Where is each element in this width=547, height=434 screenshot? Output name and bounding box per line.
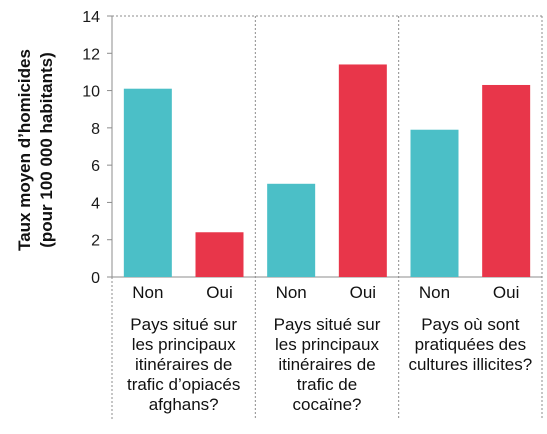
group-label-line: Pays où sont — [421, 315, 520, 334]
category-label: Non — [419, 283, 450, 302]
y-axis-label: Taux moyen d’homicides (pour 100 000 habi… — [15, 49, 56, 251]
group-label-line: trafic de — [297, 375, 357, 394]
y-tick-label: 0 — [91, 270, 100, 287]
category-label: Non — [132, 283, 163, 302]
y-axis-label-line: (pour 100 000 habitants) — [37, 52, 56, 248]
y-tick-label: 8 — [91, 121, 100, 138]
y-tick-label: 2 — [91, 233, 100, 250]
group-label-line: Pays situé sur — [130, 315, 237, 334]
group-label-line: trafic d’opiacés — [127, 375, 240, 394]
group-label-line: itinéraires de — [278, 355, 375, 374]
group-label-line: les principaux — [132, 335, 236, 354]
category-label: Oui — [206, 283, 232, 302]
bar-non — [410, 129, 459, 277]
y-axis-label-line: Taux moyen d’homicides — [15, 49, 34, 251]
group-label-line: cocaïne? — [293, 395, 362, 414]
group-label-line: Pays situé sur — [274, 315, 381, 334]
group-label-line: pratiquées des — [415, 335, 527, 354]
y-tick-label: 10 — [82, 84, 100, 101]
bar-oui — [195, 232, 244, 277]
bars — [123, 64, 531, 277]
group-label-line: afghans? — [149, 395, 219, 414]
y-tick-label: 6 — [91, 158, 100, 175]
y-tick-label: 12 — [82, 46, 100, 63]
bar-oui — [482, 84, 531, 277]
category-label: Non — [276, 283, 307, 302]
bar-non — [123, 88, 172, 277]
axes — [111, 15, 543, 419]
category-labels: Non Oui Non Oui Non Oui — [132, 283, 519, 302]
bar-oui — [338, 64, 387, 277]
group-label-line: itinéraires de — [135, 355, 232, 374]
bar-non — [267, 183, 316, 277]
y-tick-label: 14 — [82, 9, 100, 26]
group-label-line: les principaux — [275, 335, 379, 354]
y-axis-ticks: 0 2 4 6 8 10 12 14 — [82, 9, 112, 287]
category-label: Oui — [493, 283, 519, 302]
category-label: Oui — [350, 283, 376, 302]
group-label-line: cultures illicites? — [408, 355, 532, 374]
y-tick-label: 4 — [91, 195, 100, 212]
